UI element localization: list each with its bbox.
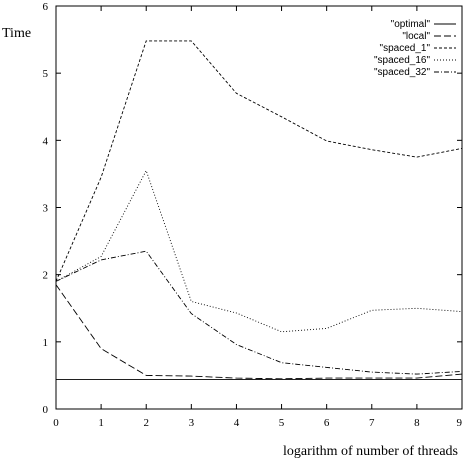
y-tick-label: 2 [43, 270, 49, 282]
legend-label: "local" [402, 31, 430, 42]
x-tick-label: 0 [53, 417, 59, 429]
legend-label: "spaced_32" [374, 67, 430, 78]
y-tick-label: 1 [43, 337, 49, 349]
y-tick-label: 5 [43, 68, 49, 80]
x-tick-label: 3 [189, 417, 195, 429]
legend-label: "optimal" [391, 19, 431, 30]
legend: "optimal""local""spaced_1""spaced_16""sp… [374, 19, 456, 78]
series-line-3 [55, 169, 463, 333]
x-tick-label: 1 [98, 417, 104, 429]
y-tick-label: 6 [43, 1, 49, 13]
x-tick-label: 6 [324, 417, 330, 429]
x-tick-label: 8 [414, 417, 420, 429]
y-tick-label: 4 [43, 135, 49, 147]
series-line-2 [55, 40, 463, 282]
legend-label: "spaced_16" [374, 55, 430, 66]
x-tick-label: 5 [279, 417, 285, 429]
series-line-1 [55, 284, 463, 380]
legend-label: "spaced_1" [380, 43, 431, 54]
x-axis-title: logarithm of number of threads [283, 444, 458, 459]
series-line-4 [55, 250, 463, 375]
ticks: 0 1 2 3 4 5 6 0 1 2 3 4 5 6 7 8 9 [43, 1, 463, 429]
x-tick-label: 2 [143, 417, 149, 429]
y-axis-title: Time [2, 26, 31, 41]
y-tick-label: 0 [43, 404, 49, 416]
x-tick-label: 4 [234, 417, 240, 429]
y-tick-label: 3 [43, 203, 49, 215]
x-tick-label: 7 [369, 417, 375, 429]
x-tick-label: 9 [457, 417, 463, 429]
series-group [55, 40, 463, 380]
